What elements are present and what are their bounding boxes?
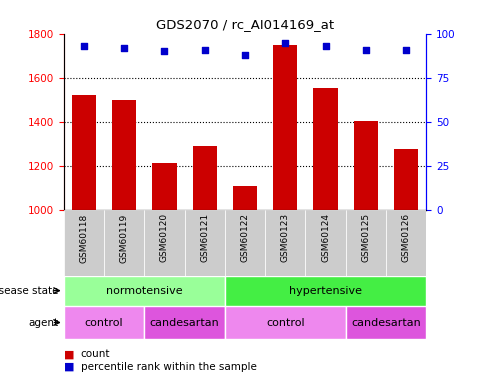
Title: GDS2070 / rc_AI014169_at: GDS2070 / rc_AI014169_at xyxy=(156,18,334,31)
Text: candesartan: candesartan xyxy=(149,318,220,327)
Text: GSM60121: GSM60121 xyxy=(200,213,209,262)
Bar xyxy=(112,100,136,210)
Text: GSM60124: GSM60124 xyxy=(321,213,330,262)
FancyBboxPatch shape xyxy=(386,210,426,276)
Bar xyxy=(64,276,225,306)
Text: ■: ■ xyxy=(64,350,74,359)
Text: GSM60120: GSM60120 xyxy=(160,213,169,262)
Text: count: count xyxy=(81,350,110,359)
Text: percentile rank within the sample: percentile rank within the sample xyxy=(81,362,257,372)
Bar xyxy=(233,186,257,210)
Text: candesartan: candesartan xyxy=(351,318,421,327)
Text: GSM60123: GSM60123 xyxy=(281,213,290,262)
Point xyxy=(161,48,169,54)
Text: agent: agent xyxy=(29,318,59,327)
Text: GSM60125: GSM60125 xyxy=(361,213,370,262)
Bar xyxy=(273,45,297,210)
Bar xyxy=(394,149,418,210)
Bar xyxy=(72,96,96,210)
Text: control: control xyxy=(266,318,305,327)
FancyBboxPatch shape xyxy=(104,210,144,276)
Bar xyxy=(152,163,176,210)
Point xyxy=(120,45,128,51)
Bar xyxy=(225,276,426,306)
Bar xyxy=(225,306,346,339)
Text: control: control xyxy=(85,318,123,327)
Point xyxy=(362,46,370,53)
Text: disease state: disease state xyxy=(0,286,59,296)
Text: ■: ■ xyxy=(64,362,74,372)
FancyBboxPatch shape xyxy=(225,210,265,276)
Point xyxy=(80,43,88,49)
Point xyxy=(201,46,209,53)
FancyBboxPatch shape xyxy=(144,210,185,276)
Text: GSM60118: GSM60118 xyxy=(79,213,88,262)
FancyBboxPatch shape xyxy=(185,210,225,276)
Point xyxy=(241,52,249,58)
Point xyxy=(402,46,410,53)
Text: hypertensive: hypertensive xyxy=(289,286,362,296)
Text: GSM60119: GSM60119 xyxy=(120,213,129,262)
Text: GSM60126: GSM60126 xyxy=(402,213,411,262)
Point xyxy=(281,40,289,46)
Bar xyxy=(354,121,378,210)
FancyBboxPatch shape xyxy=(346,210,386,276)
Text: GSM60122: GSM60122 xyxy=(241,213,249,262)
Text: normotensive: normotensive xyxy=(106,286,183,296)
Bar xyxy=(64,306,144,339)
Bar xyxy=(193,146,217,210)
Bar xyxy=(346,306,426,339)
FancyBboxPatch shape xyxy=(265,210,305,276)
Bar xyxy=(314,88,338,210)
Bar xyxy=(144,306,225,339)
Point xyxy=(321,43,329,49)
FancyBboxPatch shape xyxy=(305,210,346,276)
FancyBboxPatch shape xyxy=(64,210,104,276)
